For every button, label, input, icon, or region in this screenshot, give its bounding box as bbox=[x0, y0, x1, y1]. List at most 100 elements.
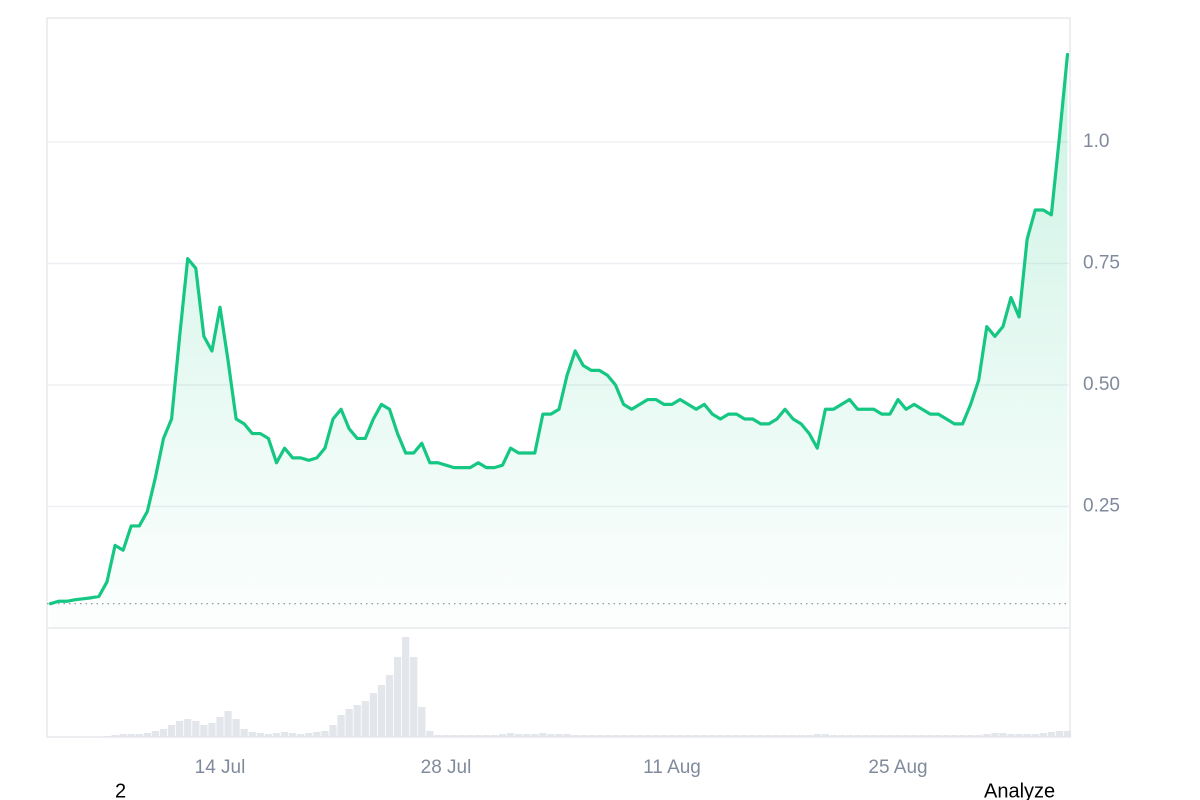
volume-bar bbox=[789, 735, 797, 737]
volume-bar bbox=[571, 735, 579, 737]
volume-bar bbox=[232, 719, 240, 737]
volume-bar bbox=[410, 657, 418, 737]
volume-bar bbox=[700, 735, 708, 737]
volume-bar bbox=[732, 735, 741, 737]
volume-bar bbox=[854, 735, 862, 737]
volume-bar bbox=[547, 734, 555, 737]
volume-bar bbox=[813, 734, 821, 737]
volume-bar bbox=[1047, 732, 1055, 737]
volume-bar bbox=[248, 732, 256, 737]
volume-bar bbox=[1063, 731, 1072, 737]
y-tick-label: 1.0 bbox=[1083, 131, 1109, 152]
volume-bar bbox=[805, 735, 813, 737]
volume-bar bbox=[967, 735, 975, 737]
volume-bar bbox=[894, 735, 902, 737]
volume-bar bbox=[377, 685, 386, 737]
volume-bar bbox=[393, 657, 402, 737]
x-tick-label: 14 Jul bbox=[195, 757, 246, 778]
volume-bar bbox=[272, 733, 281, 737]
volume-bar bbox=[216, 717, 224, 737]
volume-bar bbox=[797, 735, 805, 737]
volume-bar bbox=[353, 705, 361, 737]
volume-bar bbox=[845, 735, 854, 737]
volume-bar bbox=[595, 735, 603, 737]
volume-bar bbox=[280, 732, 289, 737]
x-tick-label: 28 Jul bbox=[421, 757, 472, 778]
volume-bar bbox=[450, 735, 458, 737]
y-tick-label: 0.75 bbox=[1083, 252, 1120, 273]
volume-bar bbox=[192, 721, 200, 737]
volume-bar bbox=[111, 735, 119, 737]
volume-bar bbox=[240, 729, 248, 737]
volume-bar bbox=[837, 735, 846, 737]
volume-bar bbox=[176, 721, 184, 737]
volume-bar bbox=[611, 735, 620, 737]
volume-bar bbox=[402, 637, 410, 737]
volume-bar bbox=[151, 731, 160, 737]
volume-bar bbox=[821, 734, 829, 737]
volume-bar bbox=[555, 734, 563, 737]
volume-bar bbox=[103, 736, 111, 737]
volume-bar bbox=[628, 735, 636, 737]
volume-bar bbox=[708, 735, 716, 737]
volume-bar bbox=[942, 735, 951, 737]
volume-bar bbox=[676, 735, 684, 737]
volume-bar bbox=[143, 733, 151, 737]
volume-bar bbox=[716, 735, 725, 737]
volume-bar bbox=[741, 735, 749, 737]
footer-left: 2 bbox=[115, 780, 126, 800]
volume-bar bbox=[773, 735, 781, 737]
volume-bar bbox=[1055, 731, 1064, 737]
volume-bar bbox=[474, 735, 482, 737]
volume-bar bbox=[950, 735, 959, 737]
volume-bar bbox=[660, 735, 668, 737]
y-tick-label: 0.50 bbox=[1083, 374, 1120, 395]
footer-right[interactable]: Analyze bbox=[984, 780, 1055, 800]
volume-bar bbox=[418, 707, 426, 737]
price-area bbox=[50, 54, 1068, 628]
volume-bar bbox=[127, 734, 135, 737]
volume-bar bbox=[458, 735, 466, 737]
volume-bar bbox=[902, 735, 910, 737]
volume-bar bbox=[1023, 734, 1031, 737]
volume-bar bbox=[829, 735, 838, 737]
volume-bar bbox=[313, 732, 321, 737]
volume-bar bbox=[264, 734, 273, 737]
volume-bar bbox=[563, 734, 571, 737]
volume-bar bbox=[329, 725, 337, 737]
volume-bar bbox=[999, 733, 1007, 737]
volume-bar bbox=[119, 734, 127, 737]
volume-bar bbox=[975, 735, 983, 737]
volume-bar bbox=[692, 735, 700, 737]
volume-bar bbox=[636, 735, 644, 737]
volume-bar bbox=[369, 693, 377, 737]
volume-bar bbox=[531, 734, 539, 737]
volume-bar bbox=[1031, 734, 1039, 737]
volume-bar bbox=[361, 701, 369, 737]
volume-bar bbox=[1039, 733, 1047, 737]
volume-bar bbox=[337, 715, 345, 737]
volume-bar bbox=[934, 735, 942, 737]
x-tick-label: 25 Aug bbox=[868, 757, 927, 778]
volume-bar bbox=[426, 731, 434, 737]
volume-bar bbox=[644, 735, 652, 737]
volume-bar bbox=[668, 735, 676, 737]
volume-bar bbox=[539, 733, 547, 737]
volume-bar bbox=[579, 735, 587, 737]
volume-bar bbox=[619, 735, 628, 737]
volume-bar bbox=[256, 733, 264, 737]
volume-bar bbox=[297, 734, 305, 737]
volume-bar bbox=[757, 735, 765, 737]
volume-bar bbox=[724, 735, 733, 737]
volume-bar bbox=[167, 725, 176, 737]
volume-bar bbox=[498, 734, 507, 737]
volume-bar bbox=[991, 733, 999, 737]
volume-bar bbox=[926, 735, 934, 737]
volume-bar bbox=[870, 735, 878, 737]
volume-bar bbox=[958, 735, 967, 737]
volume-bar bbox=[1007, 734, 1015, 737]
y-tick-label: 0.25 bbox=[1083, 496, 1120, 517]
volume-bar bbox=[1015, 734, 1023, 737]
